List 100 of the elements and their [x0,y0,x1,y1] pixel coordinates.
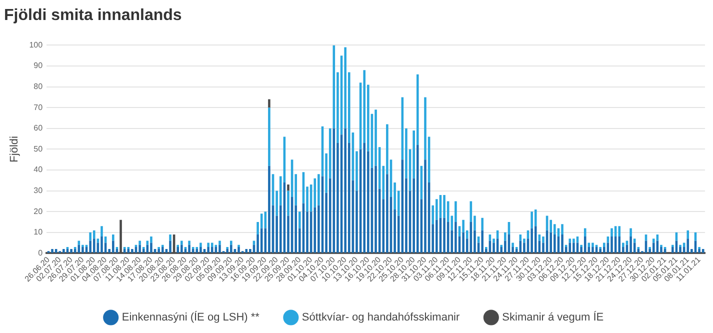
y-tick-label: 100 [29,40,44,50]
bar [70,249,72,253]
bar [554,224,556,234]
bar [481,218,484,230]
bar [523,238,526,243]
bar [530,228,533,253]
bar [180,240,183,245]
bar [314,178,316,208]
bar [268,99,270,108]
bar [249,249,252,253]
bar [386,174,388,253]
bar [169,234,172,241]
bar [150,236,152,243]
bar [436,220,438,253]
bar [230,240,232,245]
bar [416,145,419,253]
bar [363,142,366,253]
bar [188,240,190,245]
bar [550,220,552,232]
bar [218,244,221,253]
y-tick-label: 50 [34,144,44,154]
bar [92,238,96,253]
bar [492,242,495,253]
bar [268,108,270,166]
bar [523,242,526,253]
bar [492,238,495,243]
bar [158,246,160,250]
chart-title: Fjöldi smita innanlands [4,7,182,24]
bar [561,224,564,234]
bar [51,249,54,253]
bar [188,244,190,253]
bar [226,249,228,253]
bar [344,128,346,253]
bar [512,242,514,247]
legend-label: Skimanir á vegum ÍE [502,310,604,324]
bar [200,246,202,253]
y-tick-label: 90 [34,61,44,70]
bar [96,238,100,243]
bar [633,238,636,243]
bar [630,236,632,253]
y-tick-label: 40 [34,165,44,174]
y-tick-label: 70 [34,102,44,112]
legend-label: Einkennasýni (ÍE og LSH) ** [122,310,260,324]
bar [238,246,240,253]
bar [252,240,256,245]
bar [610,236,613,253]
bar [104,236,107,243]
bar [618,236,621,253]
bar [374,166,377,253]
bar [554,234,556,253]
bar [436,199,438,220]
bar [210,242,214,247]
bar [686,230,690,239]
y-tick-label: 0 [38,248,44,258]
bar [207,246,210,253]
bar [652,238,655,243]
bar [218,240,221,245]
bar [196,249,198,253]
bar [169,240,172,253]
bar [62,249,65,253]
bar [443,194,446,218]
bar [652,242,655,253]
bar [602,242,606,247]
bar [481,230,484,253]
bar [138,244,141,253]
bar [561,234,564,253]
bar [268,166,270,253]
bar [89,240,92,253]
y-tick-label: 80 [34,82,44,91]
bar [542,236,544,243]
bar [698,246,700,250]
bar [314,207,316,253]
bar [610,228,613,237]
bar [226,246,228,250]
bar [230,244,232,253]
bar [622,242,624,247]
bar [112,234,114,241]
bar [127,249,130,253]
bar [630,228,632,237]
bar [196,246,198,250]
bar [138,240,141,245]
y-axis-title: Fjöldi [8,136,21,162]
bar [161,246,164,253]
bar [92,230,96,239]
bar [127,246,130,250]
bar [530,212,533,228]
bar [100,236,103,253]
bar [606,236,610,243]
bar [112,240,114,253]
bar [176,246,179,253]
bar [485,246,488,250]
y-tick-label: 20 [34,206,44,216]
legend-label: Sóttkvíar- og handahófsskimanir [302,312,460,324]
bar [602,246,606,253]
bar [146,240,149,245]
bar [150,242,152,253]
bar [568,242,572,253]
bar [626,240,628,245]
bar [200,242,202,247]
bar [424,160,426,253]
